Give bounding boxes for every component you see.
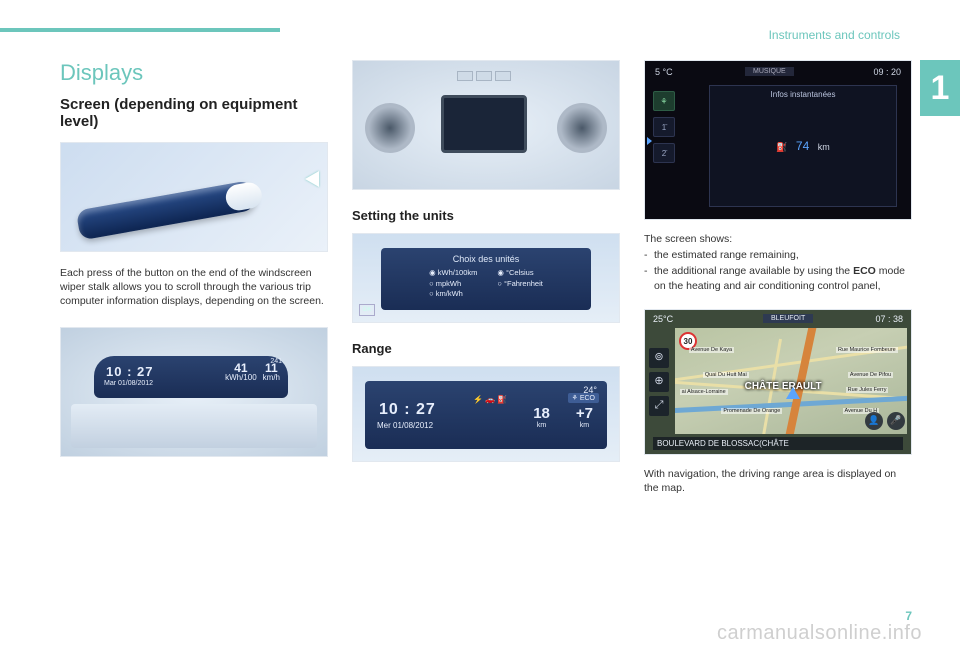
info-range-value: 74 (796, 139, 809, 153)
air-vent-right-icon (557, 103, 607, 153)
map-btn-person-icon: 👤 (865, 412, 883, 430)
figure-info-screen: 5 °C 09 : 20 MUSIQUE ⚘ 1̄ 2̄ Infos insta… (644, 60, 912, 220)
map-temp: 25°C (653, 314, 673, 324)
unit-opt-fahrenheit: ○ °Fahrenheit (497, 279, 542, 290)
bullet-list: the estimated range remaining, the addit… (644, 248, 912, 295)
radio-chassis (71, 404, 317, 448)
map-time: 07 : 38 (875, 314, 903, 324)
street-1: Avenue De Kaya (689, 347, 734, 353)
trip-clock: 10 : 27 (106, 364, 153, 379)
info-temp: 5 °C (655, 67, 673, 77)
range-unit1: km (533, 422, 550, 429)
map-footer: BOULEVARD DE BLOSSAC(CHÂTE (653, 437, 903, 450)
console-top-buttons (457, 71, 511, 81)
figure-wiper-stalk (60, 142, 328, 252)
figure-nav-map: 25°C BLEUFOIT 07 : 38 ⊚ ⊕ ⤢ 🎤 👤 30 Avenu… (644, 309, 912, 455)
paragraph-nav: With navigation, the driving range area … (644, 467, 912, 495)
bullet-1: the estimated range remaining, (654, 248, 912, 262)
trip-date: Mar 01/08/2012 (104, 380, 153, 387)
map-tab: BLEUFOIT (763, 314, 813, 323)
info-range-unit: km (818, 142, 830, 152)
figure-range-display: 24° 10 : 27 Mer 01/08/2012 ⚡ 🚗 ⛽ ⚘ ECO 1… (352, 366, 620, 462)
trip-unit1: kWh/100 (225, 373, 257, 382)
range-panel: 24° 10 : 27 Mer 01/08/2012 ⚡ 🚗 ⛽ ⚘ ECO 1… (365, 381, 607, 449)
street-4: Avenue De Pifou (848, 372, 893, 378)
range-car-icon: ⚡ 🚗 ⛽ (473, 395, 507, 404)
street-3: Quai Du Huit Mai (703, 372, 749, 378)
unit-opt-kmkwh: ○ km/kWh (429, 289, 477, 300)
unit-opt-kwh100: ◉ kWh/100km (429, 268, 477, 279)
page-number: 7 (905, 609, 912, 623)
heading-units: Setting the units (352, 208, 620, 223)
range-unit2: km (576, 422, 593, 429)
air-vent-left-icon (365, 103, 415, 153)
map-btn-globe-icon: ⊚ (649, 348, 669, 368)
street-6: Rue Jules Ferry (846, 387, 889, 393)
accent-bar (0, 28, 280, 32)
units-panel: Choix des unités ◉ kWh/100km ○ mpkWh ○ k… (381, 248, 591, 310)
info-side-buttons: ⚘ 1̄ 2̄ (653, 91, 675, 163)
info-tab: MUSIQUE (745, 67, 794, 76)
info-panel-title: Infos instantanées (710, 86, 896, 99)
fuel-icon: ⛽ (776, 142, 787, 152)
column-middle: Setting the units Choix des unités ◉ kWh… (352, 60, 620, 609)
heading-range: Range (352, 341, 620, 356)
column-right: 5 °C 09 : 20 MUSIQUE ⚘ 1̄ 2̄ Infos insta… (644, 60, 912, 609)
map-header: 25°C BLEUFOIT 07 : 38 (653, 314, 903, 324)
street-7: Promenade De Orange (721, 408, 782, 414)
eco-badge: ⚘ ECO (568, 393, 599, 403)
street-5: ai Alsace-Lorraine (680, 389, 728, 395)
range-val2: +7 (576, 405, 593, 422)
figure-center-console (352, 60, 620, 190)
trip-unit2: km/h (263, 373, 280, 382)
range-clock: 10 : 27 (379, 401, 436, 419)
paragraph-screen-shows: The screen shows: (644, 232, 912, 246)
side-trip1-icon: 1̄ (653, 117, 675, 137)
side-eco-icon: ⚘ (653, 91, 675, 111)
figure-units-menu: Choix des unités ◉ kWh/100km ○ mpkWh ○ k… (352, 233, 620, 323)
units-options: ◉ kWh/100km ○ mpkWh ○ km/kWh ◉ °Celsius … (381, 264, 591, 300)
stalk-graphic (76, 180, 258, 241)
map-btn-zoom-icon: ⤢ (649, 396, 669, 416)
column-left: Displays Screen (depending on equipment … (60, 60, 328, 609)
unit-opt-celsius: ◉ °Celsius (497, 268, 542, 279)
city-label: CHÂTE ERAULT (745, 381, 822, 392)
range-val1: 18 (533, 405, 550, 422)
side-trip2-icon: 2̄ (653, 143, 675, 163)
trip-panel: 10 : 27 Mar 01/08/2012 41kWh/100 11km/h … (94, 356, 288, 398)
info-time: 09 : 20 (873, 67, 901, 77)
stalk-tip (224, 181, 264, 213)
street-2: Rue Maurice Fombeure (836, 347, 898, 353)
nav-cursor-icon (786, 387, 800, 399)
paragraph-stalk: Each press of the button on the end of t… (60, 266, 328, 309)
unit-opt-mpkwh: ○ mpkWh (429, 279, 477, 290)
info-panel: Infos instantanées ⛽ 74 km (709, 85, 897, 207)
pointer-arrow-icon (305, 171, 319, 187)
range-date: Mer 01/08/2012 (377, 421, 433, 430)
console-screen (441, 95, 527, 153)
page-content: Displays Screen (depending on equipment … (60, 60, 912, 609)
map-btn-voice-icon: 🎤 (887, 412, 905, 430)
range-values: 18km +7km (533, 405, 593, 429)
ok-button-label: OK (359, 304, 375, 316)
section-title: Instruments and controls (769, 28, 900, 42)
units-title: Choix des unités (381, 248, 591, 264)
info-range-row: ⛽ 74 km (776, 139, 830, 153)
bullet-2: the additional range available by using … (654, 264, 912, 292)
trip-values: 41kWh/100 11km/h (225, 362, 280, 383)
side-indicator-icon (647, 137, 652, 145)
heading-screen: Screen (depending on equipment level) (60, 96, 328, 130)
chapter-tab: 1 (920, 60, 960, 116)
trip-corner: 241 (270, 358, 282, 365)
map-btn-target-icon: ⊕ (649, 372, 669, 392)
figure-trip-display: 10 : 27 Mar 01/08/2012 41kWh/100 11km/h … (60, 327, 328, 457)
watermark: carmanualsonline.info (717, 622, 922, 645)
heading-displays: Displays (60, 60, 328, 86)
